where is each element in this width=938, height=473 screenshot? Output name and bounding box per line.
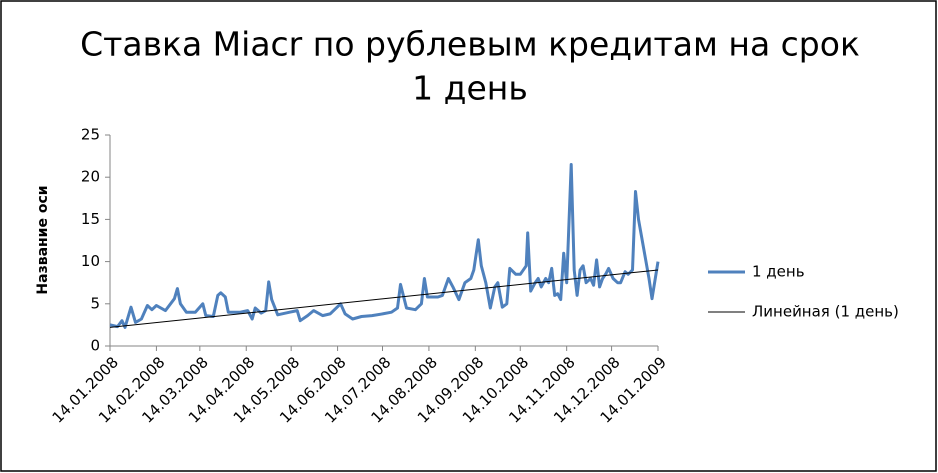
y-tick-label: 15 [81,210,100,228]
y-tick-label: 10 [81,252,100,270]
chart-title: Ставка Miacr по рублевым кредитам на сро… [80,25,860,64]
y-tick-label: 20 [81,168,100,186]
series-line [109,163,660,329]
series-line [109,269,659,328]
y-tick-label: 0 [90,337,100,355]
y-axis-label: Название оси [35,185,51,294]
legend-label: Линейная (1 день) [752,303,899,321]
legend-label: 1 день [752,263,805,281]
y-tick-label: 5 [90,294,100,312]
y-tick-label: 25 [81,126,100,144]
chart-title: 1 день [412,69,528,108]
